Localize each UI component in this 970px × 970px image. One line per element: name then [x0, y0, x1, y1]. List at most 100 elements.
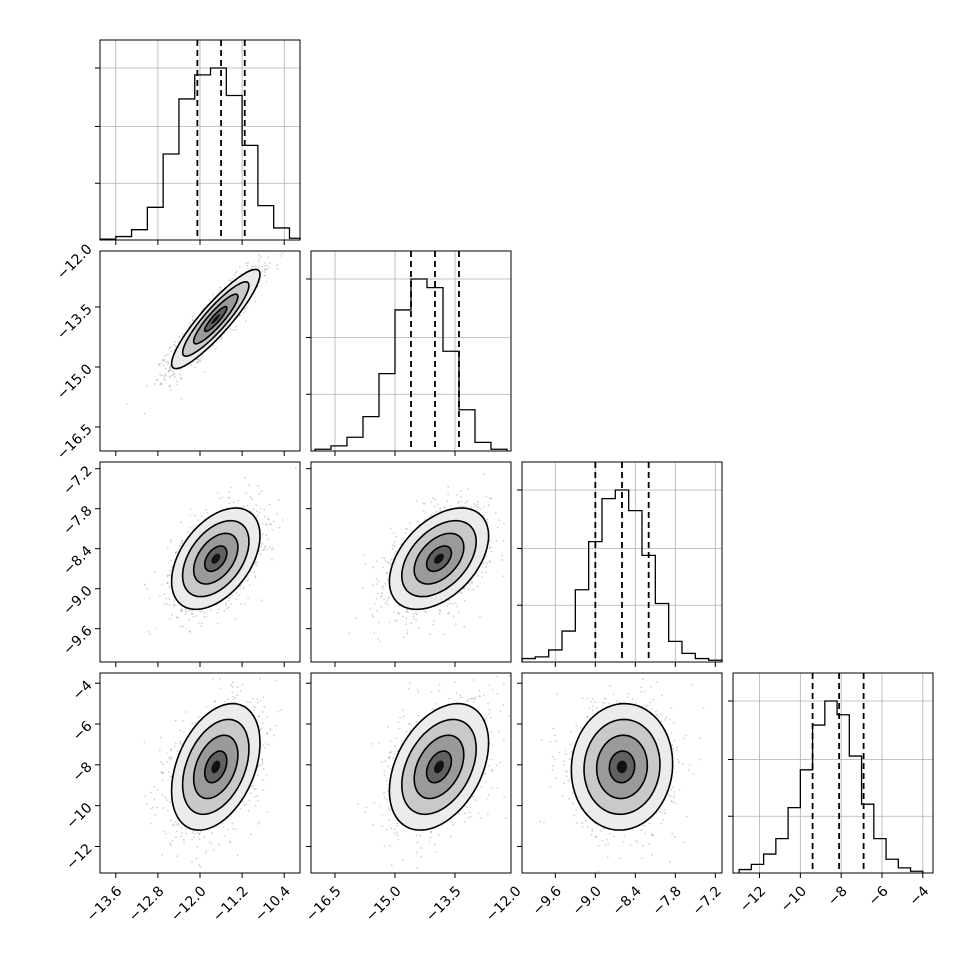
scatter-point	[242, 587, 245, 590]
histogram-bar	[411, 279, 427, 451]
scatter-point	[248, 484, 250, 487]
scatter-point	[495, 539, 498, 542]
panel-frame	[732, 672, 934, 874]
scatter-point	[460, 489, 462, 492]
scatter-point	[239, 587, 241, 590]
scatter-point	[172, 603, 175, 606]
scatter-point	[449, 504, 451, 507]
scatter-point	[232, 501, 235, 504]
scatter-point	[253, 571, 256, 573]
scatter-point	[165, 361, 168, 364]
scatter-point	[231, 594, 234, 597]
scatter-point	[239, 690, 242, 692]
scatter-point	[169, 389, 172, 392]
scatter-point	[446, 500, 449, 503]
scatter-point	[164, 379, 167, 382]
scatter-point	[439, 609, 441, 612]
scatter-point	[225, 601, 227, 604]
scatter-point	[409, 522, 411, 524]
scatter-point	[439, 509, 442, 512]
scatter-point	[481, 565, 484, 568]
scatter-point	[179, 544, 181, 547]
scatter-panel-0-2	[95, 461, 301, 667]
scatter-point	[170, 749, 172, 752]
scatter-point	[219, 336, 222, 339]
scatter-point	[469, 582, 471, 585]
scatter-point	[228, 496, 231, 499]
histogram-bar	[363, 417, 379, 451]
scatter-point	[198, 359, 201, 362]
scatter-point	[409, 529, 412, 532]
histogram-bar	[535, 657, 548, 662]
hist-panel-0	[95, 39, 301, 245]
scatter-point	[503, 522, 505, 525]
scatter-point	[383, 598, 386, 601]
scatter-point	[416, 520, 419, 523]
scatter-point	[457, 501, 460, 504]
histogram-bar	[331, 446, 347, 451]
scatter-point	[262, 711, 264, 713]
scatter-point	[162, 358, 165, 361]
scatter-point	[434, 498, 437, 501]
scatter-point	[149, 633, 152, 636]
scatter-panel-1-2	[306, 461, 512, 667]
scatter-point	[485, 566, 487, 569]
scatter-point	[348, 632, 351, 635]
scatter-point	[485, 555, 488, 558]
histogram-bar	[147, 207, 163, 240]
scatter-point	[254, 562, 257, 565]
scatter-point	[416, 613, 418, 616]
scatter-point	[174, 745, 176, 748]
scatter-point	[181, 625, 184, 628]
scatter-point	[247, 596, 249, 599]
scatter-point	[228, 502, 231, 505]
scatter-point	[264, 265, 266, 268]
scatter-point	[434, 505, 436, 508]
scatter-point	[232, 698, 235, 701]
scatter-point	[455, 493, 458, 496]
scatter-point	[254, 265, 257, 268]
histogram-bar	[443, 351, 459, 451]
scatter-point	[276, 512, 278, 515]
scatter-point	[160, 362, 163, 365]
scatter-point	[271, 529, 274, 531]
scatter-point	[191, 315, 194, 318]
histogram-bar	[825, 701, 837, 873]
scatter-point	[234, 701, 237, 704]
scatter-point	[263, 271, 266, 273]
scatter-point	[230, 603, 232, 606]
scatter-point	[430, 500, 433, 503]
scatter-point	[169, 573, 172, 576]
panel-inner	[125, 244, 283, 415]
scatter-point	[199, 357, 201, 360]
contour-line	[181, 281, 250, 357]
histogram-bar	[395, 310, 411, 451]
contour-line	[192, 293, 239, 345]
scatter-point	[190, 612, 193, 615]
scatter-point	[467, 488, 470, 491]
scatter-point	[476, 585, 479, 588]
scatter-point	[178, 335, 181, 338]
scatter-point	[168, 370, 171, 372]
scatter-point	[167, 360, 170, 363]
scatter-point	[271, 558, 273, 561]
scatter-point	[219, 287, 222, 289]
scatter-point	[194, 514, 197, 517]
scatter-point	[451, 602, 454, 605]
scatter-point	[160, 383, 163, 386]
scatter-point	[472, 588, 475, 591]
histogram-bar	[132, 230, 148, 240]
scatter-point	[251, 244, 253, 246]
contour-line	[388, 507, 490, 611]
scatter-point	[263, 546, 266, 549]
scatter-point	[406, 629, 409, 632]
scatter-point	[188, 630, 191, 633]
scatter-point	[265, 268, 268, 271]
scatter-point	[153, 571, 156, 574]
scatter-point	[389, 562, 392, 565]
scatter-point	[476, 501, 479, 503]
scatter-point	[212, 848, 215, 851]
scatter-point	[169, 346, 172, 349]
scatter-point	[173, 824, 176, 827]
scatter-point	[457, 611, 460, 614]
